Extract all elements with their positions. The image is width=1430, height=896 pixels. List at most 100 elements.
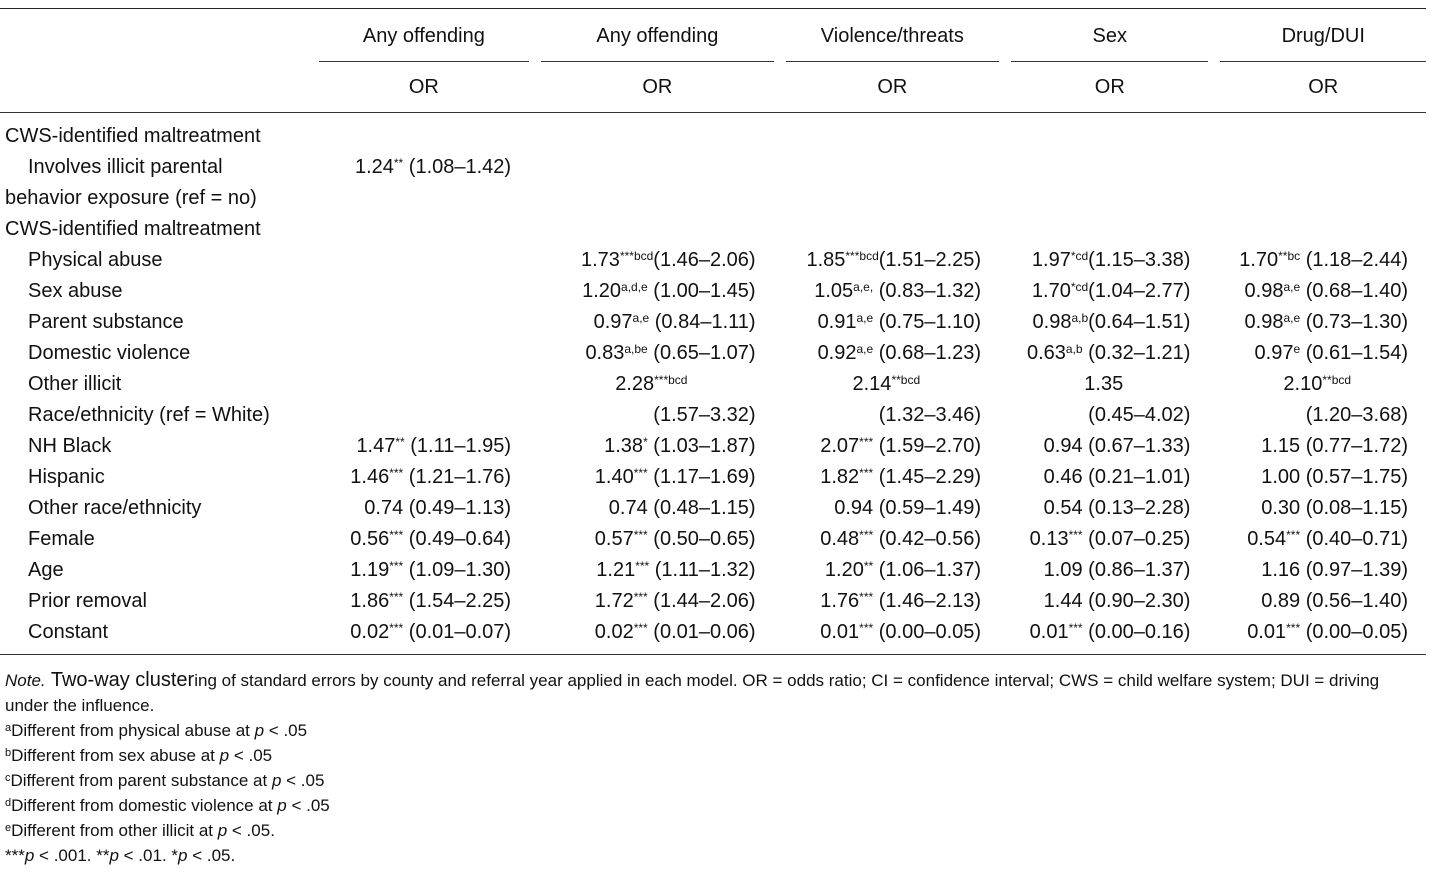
confidence-interval: (1.21–1.76) [403,466,512,488]
table-cell: 0.63a,b (0.32–1.21) [999,338,1208,369]
odds-ratio-value: 0.89 [1261,590,1301,612]
table-cell: (1.32–3.46) [774,400,999,431]
row-label: Race/ethnicity (ref = White) [28,404,270,426]
table-notes: Note. Two-way clustering of standard err… [5,668,1420,868]
table-cell: 0.98a,e (0.73–1.30) [1208,307,1426,338]
significance-marks: ** [393,156,404,170]
significance-marks: *** [635,559,650,573]
confidence-interval: (0.00–0.05) [1300,621,1408,643]
odds-ratio-value: 0.83 [585,342,625,364]
odds-ratio-value: 0.63 [1026,342,1066,364]
confidence-interval: (0.01–0.07) [403,621,512,643]
table-cell: 0.89 (0.56–1.40) [1208,586,1426,617]
footnote-mark: b [5,747,12,759]
odds-ratio-value: 0.48 [820,528,860,550]
odds-ratio-value: 1.47 [356,435,396,457]
odds-ratio-value: 1.73 [581,249,620,271]
table-cell [999,152,1208,183]
table-row: NH Black 1.47** (1.11–1.95) 1.38* (1.03–1.… [0,431,1426,462]
table-cell [1208,113,1426,153]
confidence-interval: (1.11–1.95) [404,435,512,457]
p-symbol: p [271,771,282,790]
column-subheader-or: OR [541,61,774,113]
column-group-header: Any offending [541,8,774,62]
significance-marks: a,e, [853,280,874,294]
confidence-interval: (1.17–1.69) [647,466,756,488]
footnote: bDifferent from sex abuse at p < .05 [5,743,1420,768]
row-label: Prior removal [28,590,147,612]
confidence-interval: (1.20–3.68) [1305,404,1408,426]
odds-ratio-value: 0.54 [1043,497,1083,519]
confidence-interval: (0.86–1.37) [1082,559,1191,581]
odds-ratio-value: 1.85 [806,249,846,271]
significance-marks: *** [389,528,404,542]
table-row: Race/ethnicity (ref = White) (1.57–3.32) (… [0,400,1426,431]
p-symbol: p [277,796,287,815]
odds-ratio-value: 1.86 [350,590,390,612]
confidence-interval: (0.01–0.06) [647,621,756,643]
table-cell: 0.46 (0.21–1.01) [999,462,1208,493]
significance-text: p [109,846,119,865]
footnote-threshold: < .05 [229,746,273,765]
significance-marks: *** [859,621,874,635]
table-cell: 0.57*** (0.50–0.65) [529,524,774,555]
table-cell [319,214,529,245]
column-group-header: Violence/threats [785,8,1000,62]
odds-ratio-value: 1.82 [820,466,860,488]
table-cell [774,214,999,245]
significance-text: < .05. [187,846,236,865]
odds-ratio-value: 0.98 [1244,280,1284,302]
odds-ratio-value: 0.13 [1029,528,1069,550]
confidence-interval: (0.61–1.54) [1300,342,1408,364]
table-cell: 0.91a,e (0.75–1.10) [774,307,999,338]
table-cell [529,152,774,183]
odds-ratio-value: 1.35 [1084,373,1124,395]
significance-marks: ***bcd [619,249,654,263]
significance-marks: a,e [1283,280,1301,294]
significance-marks: **bcd [891,373,921,387]
row-label: Involves illicit parental [28,156,223,178]
confidence-interval: (0.40–0.71) [1300,528,1408,550]
table-cell: 0.01*** (0.00–0.05) [773,617,1000,655]
table-row: Prior removal 1.86*** (1.54–2.25) 1.72*** … [0,586,1426,617]
p-symbol: p [217,821,228,840]
table-cell [319,183,529,214]
table-cell: 1.00 (0.57–1.75) [1208,462,1426,493]
table-cell: (1.57–3.32) [529,400,774,431]
confidence-interval: (1.04–2.77) [1088,280,1191,302]
table-row: Hispanic 1.46*** (1.21–1.76) 1.40*** (1.17… [0,462,1426,493]
table-cell: 1.76*** (1.46–2.13) [774,586,999,617]
table-cell: 1.38* (1.03–1.87) [529,431,774,462]
table-cell [999,183,1208,214]
significance-marks: **bc [1278,249,1301,263]
table-row: Domestic violence 0.83a,be (0.65–1.07) 0.9… [0,338,1426,369]
table-cell: 1.15 (0.77–1.72) [1208,431,1426,462]
significance-marks: *** [859,528,874,542]
table-row: Physical abuse 1.73***bcd(1.46–2.06) 1.85*… [0,245,1426,276]
footnote: cDifferent from parent substance at p < … [5,768,1420,793]
odds-ratio-value: 0.56 [350,528,390,550]
odds-ratio-table: Any offending Any offending Violence/threa… [0,8,1426,655]
significance-marks: *** [389,590,404,604]
odds-ratio-value: 2.07 [820,435,860,457]
significance-marks: * [643,435,648,449]
table-row: Female 0.56*** (0.49–0.64) 0.57*** (0.50–0… [0,524,1426,555]
odds-ratio-value: 0.30 [1261,497,1301,519]
table-cell: 0.02*** (0.01–0.06) [529,617,774,655]
significance-marks: a,b [1071,311,1089,325]
confidence-interval: (0.73–1.30) [1300,311,1408,333]
odds-ratio-value: 1.21 [596,559,636,581]
table-cell: 1.20** (1.06–1.37) [774,555,999,586]
significance-marks: *** [1286,621,1301,635]
confidence-interval: (0.32–1.21) [1082,342,1191,364]
confidence-interval: (0.48–1.15) [647,497,756,519]
odds-ratio-value: 0.94 [1043,435,1083,457]
table-cell [319,276,529,307]
significance-marks: e [1293,342,1301,356]
significance-marks: ***bcd [654,373,688,387]
table-cell: 1.35 [999,369,1208,400]
confidence-interval: (1.09–1.30) [403,559,512,581]
table-cell [319,369,529,400]
significance-marks: a,d,e [621,280,648,294]
odds-ratio-value: 0.01 [820,621,860,643]
